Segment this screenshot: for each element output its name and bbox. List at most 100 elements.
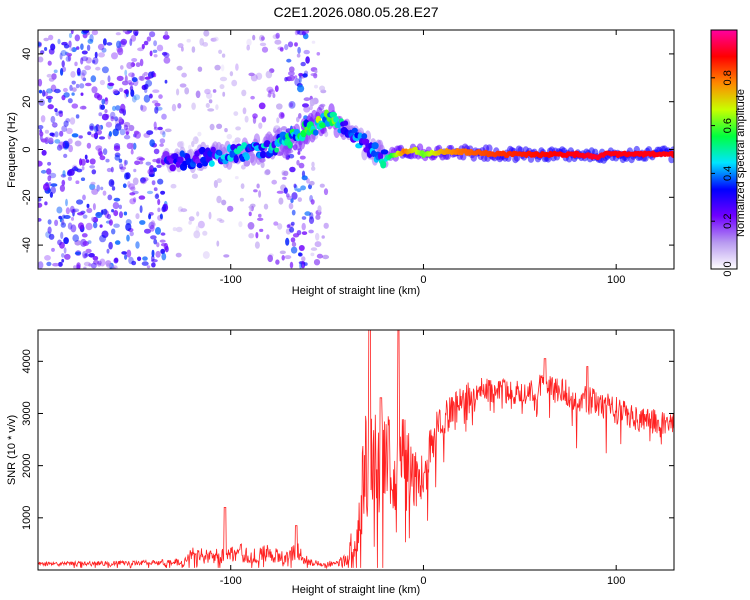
spectrogram-noise-blob: [135, 62, 141, 68]
spectrogram-noise-blob: [125, 223, 132, 231]
spectrogram-noise-blob: [121, 80, 129, 86]
spectrogram-noise-blob: [65, 207, 70, 215]
spectrogram-noise-blob: [177, 43, 184, 48]
spectrogram-noise-blob: [46, 95, 53, 100]
spectrogram-noise-blob: [58, 215, 63, 220]
spectrogram-ridge-point: [168, 157, 175, 164]
spectrogram-noise-blob: [114, 154, 121, 161]
spectrogram-noise-blob: [289, 166, 296, 173]
spectrogram-noise-blob: [67, 54, 72, 62]
spectrogram-noise-blob: [238, 221, 243, 228]
colorbar-ticks: 0.0 0.2 0.4 0.6 0.8: [711, 70, 734, 277]
spectrogram-noise-blob: [243, 159, 251, 167]
spectrogram-noise-blob: [138, 195, 146, 200]
spectrogram-noise-blob: [268, 89, 275, 95]
spectrogram-noise-blob: [85, 222, 93, 231]
spectrogram-noise-blob: [46, 168, 52, 175]
spectrogram-ridge-halo: [486, 144, 493, 153]
spectrogram-noise-blob: [216, 218, 223, 222]
spectrogram-noise-blob: [114, 116, 119, 122]
spectrogram-noise-blob: [157, 207, 161, 213]
spectrogram-noise-blob: [235, 126, 242, 131]
spectrogram-noise-blob: [176, 88, 180, 96]
spectrogram-noise-blob: [102, 148, 108, 156]
spectrogram-noise-blob: [133, 168, 137, 173]
spectrogram-noise-blob: [144, 228, 151, 234]
spectrogram-noise-blob: [99, 104, 102, 110]
spectrogram-noise-blob: [259, 42, 267, 47]
colorbar-tick-label: 0.8: [722, 70, 734, 85]
spectrogram-noise-blob: [46, 73, 52, 78]
spectrogram-noise-blob: [157, 178, 164, 185]
spectrogram-ridge-halo: [250, 153, 257, 166]
spectrogram-noise-blob: [130, 89, 135, 97]
spectrogram-noise-blob: [44, 254, 51, 261]
spectrogram-noise-blob: [158, 94, 163, 99]
spectrogram-ridge-point: [671, 153, 674, 158]
spectrogram-noise-blob: [111, 265, 118, 269]
spectrogram-noise-blob: [77, 212, 84, 216]
spectrogram-noise-blob: [50, 115, 56, 124]
spectrogram-noise-blob: [301, 175, 308, 181]
spectrogram-noise-blob: [123, 211, 128, 216]
spectrogram-noise-blob: [80, 43, 84, 50]
spectrogram-noise-blob: [98, 151, 104, 157]
spectrogram-noise-blob: [311, 166, 316, 171]
spectrogram-noise-blob: [179, 140, 185, 149]
spectrogram-noise-blob: [172, 227, 177, 232]
spectrogram-noise-blob: [115, 32, 121, 36]
spectrogram-noise-blob: [275, 259, 280, 265]
spectrogram-noise-blob: [54, 219, 59, 226]
spectrogram-noise-blob: [57, 239, 62, 246]
spectrogram-noise-blob: [56, 144, 63, 151]
spectrogram-noise-blob: [159, 239, 166, 243]
spectrogram-noise-blob: [116, 75, 124, 82]
snr-x-tick-label: -100: [220, 575, 242, 587]
spectrogram-noise-blob: [142, 177, 149, 182]
spectrogram-noise-blob: [74, 61, 78, 67]
spectrogram-noise-blob: [76, 262, 81, 269]
spectrogram-noise-blob: [279, 47, 284, 52]
spectrogram-ridge-point: [361, 133, 368, 140]
spectrogram-noise-blob: [86, 203, 90, 208]
chart-title: C2E1.2026.080.05.28.E27: [273, 4, 438, 20]
spectrogram-noise-blob: [60, 231, 64, 239]
spectrogram-noise-blob: [139, 220, 146, 225]
spectrogram-noise-blob: [197, 220, 205, 229]
spectrogram-noise-blob: [151, 255, 155, 262]
spectrogram-noise-blob: [101, 98, 106, 105]
spectrogram-noise-blob: [286, 58, 292, 63]
spectrogram-noise-blob: [170, 183, 177, 189]
spectrogram-noise-blob: [151, 180, 156, 186]
spectrogram-noise-blob: [266, 86, 274, 93]
spectrogram-noise-blob: [252, 113, 258, 119]
spectrogram-ridge-point: [274, 147, 279, 153]
spectrogram-noise-blob: [233, 111, 239, 116]
spectrogram-noise-blob: [60, 68, 64, 76]
spectrogram-noise-blob: [291, 192, 298, 200]
spectrogram-noise-blob: [119, 128, 126, 136]
spectrogram-noise-blob: [207, 108, 215, 112]
snr-y-tick-label: 3000: [21, 401, 33, 425]
spectrogram-noise-blob: [181, 72, 187, 78]
spectrogram-noise-blob: [131, 58, 138, 62]
spectrogram-noise-blob: [298, 252, 303, 257]
spectrogram-noise-blob: [56, 206, 63, 214]
spectrogram-noise-blob: [308, 216, 315, 224]
spectrogram-noise-blob: [197, 66, 203, 72]
spectrogram-noise-blob: [47, 104, 54, 110]
snr-plot: -100 0 100 1000 2000 3000 4000 Height of strai…: [6, 329, 675, 596]
spectrogram-noise-blob: [47, 60, 52, 66]
spectrogram-noise-blob: [63, 153, 68, 158]
spectrogram-noise-blob: [95, 66, 101, 71]
spectrogram-noise-blob: [255, 232, 259, 239]
spectrogram-noise-blob: [62, 170, 66, 177]
spectrogram-noise-blob: [128, 82, 134, 86]
spectrogram-noise-blob: [294, 30, 299, 36]
spectrogram-noise-blob: [161, 252, 167, 261]
spectrogram-noise-blob: [208, 99, 213, 104]
spectrogram-noise-blob: [119, 163, 124, 170]
spectrogram-noise-blob: [153, 187, 158, 192]
spectrogram-noise-blob: [121, 251, 127, 255]
spectrogram-noise-blob: [105, 121, 113, 128]
